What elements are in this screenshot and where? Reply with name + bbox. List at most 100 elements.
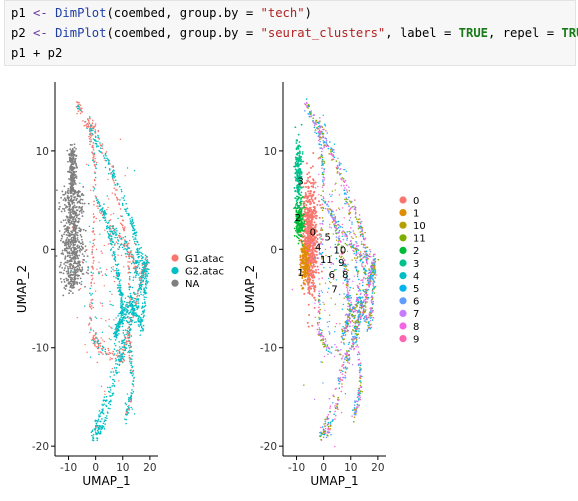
point [306, 197, 309, 200]
point [74, 218, 77, 220]
point [355, 253, 358, 256]
point [338, 161, 341, 164]
point [329, 421, 332, 424]
point [63, 225, 65, 228]
point [108, 237, 111, 240]
point [325, 139, 328, 142]
point [68, 292, 70, 295]
point [358, 323, 361, 325]
point [140, 318, 142, 320]
point [341, 177, 344, 179]
point [322, 128, 324, 131]
point [304, 278, 307, 281]
point [92, 436, 94, 438]
point [140, 326, 143, 329]
point [75, 175, 78, 178]
point [96, 205, 98, 207]
point [116, 199, 119, 201]
point [135, 231, 137, 234]
point [98, 424, 101, 427]
point [320, 339, 322, 342]
point [145, 292, 148, 294]
point [130, 399, 132, 401]
point [120, 306, 122, 308]
point [313, 230, 316, 233]
point [59, 261, 62, 264]
point [91, 439, 94, 441]
point [146, 255, 148, 258]
point [143, 267, 145, 270]
point [90, 329, 92, 331]
point [70, 279, 73, 282]
point [81, 268, 84, 270]
point [74, 206, 77, 209]
point [356, 284, 359, 287]
point [121, 246, 124, 249]
x-tick-label: 10 [116, 462, 129, 474]
point [113, 258, 115, 261]
point [100, 425, 102, 427]
point [96, 340, 99, 343]
point [364, 247, 367, 249]
point [138, 325, 140, 328]
point [295, 140, 298, 142]
point [145, 277, 147, 280]
point [92, 338, 94, 341]
point [108, 338, 111, 340]
point [350, 348, 352, 350]
point [358, 214, 361, 216]
point [101, 426, 104, 429]
point [346, 239, 348, 241]
point [92, 126, 94, 129]
point [105, 395, 108, 398]
point [322, 436, 325, 439]
point [94, 160, 96, 162]
point [121, 325, 124, 328]
point [356, 275, 359, 278]
point [93, 282, 95, 285]
point [72, 282, 75, 284]
point [61, 190, 64, 193]
point [362, 246, 365, 248]
point [326, 344, 329, 346]
point [58, 207, 60, 210]
point [295, 165, 298, 167]
point [305, 181, 308, 184]
point [336, 170, 339, 173]
point [128, 254, 131, 256]
point [99, 420, 101, 423]
point [132, 316, 134, 319]
point [71, 278, 74, 280]
point [124, 307, 126, 309]
point [363, 243, 366, 246]
point [320, 426, 322, 429]
point [69, 267, 72, 270]
point [323, 144, 325, 146]
point [120, 254, 123, 257]
point [102, 422, 105, 425]
point [138, 288, 141, 290]
point [71, 209, 74, 211]
point [63, 286, 66, 289]
point [102, 425, 104, 427]
point [299, 229, 302, 232]
point [318, 122, 320, 124]
point [128, 360, 131, 362]
point [131, 307, 134, 310]
point [134, 304, 137, 306]
point [92, 119, 94, 122]
point [90, 138, 92, 141]
point [126, 332, 129, 335]
point [314, 121, 317, 123]
point [72, 151, 75, 154]
point [90, 307, 93, 310]
point [137, 305, 140, 307]
y-tick-label: 10 [36, 146, 49, 158]
point [77, 277, 79, 280]
code-cell[interactable]: p1 <- DimPlot(coembed, group.by = "tech"… [4, 0, 578, 66]
point [60, 210, 63, 213]
point [72, 166, 74, 169]
point [76, 201, 79, 204]
point [359, 289, 361, 292]
point [114, 255, 117, 258]
